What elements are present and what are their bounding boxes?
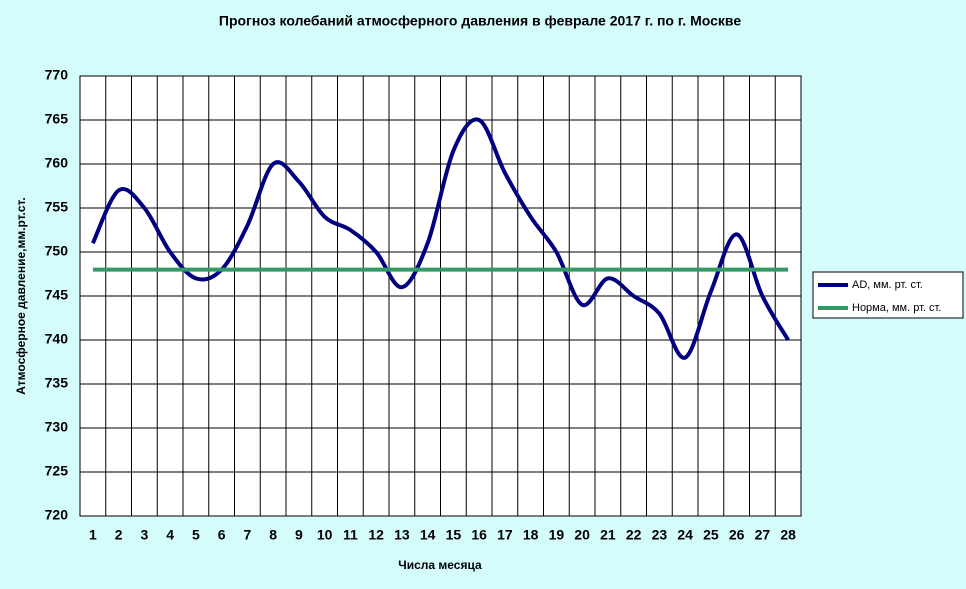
x-tick-label: 15 bbox=[446, 527, 462, 543]
x-tick-label: 13 bbox=[394, 527, 410, 543]
x-tick-label: 8 bbox=[269, 527, 277, 543]
x-tick-label: 24 bbox=[677, 527, 693, 543]
y-tick-label: 770 bbox=[45, 67, 69, 83]
y-axis-label: Атмосферное давление,мм.рт.ст. bbox=[14, 197, 28, 394]
x-tick-label: 14 bbox=[420, 527, 436, 543]
x-tick-label: 25 bbox=[703, 527, 719, 543]
x-tick-label: 22 bbox=[626, 527, 642, 543]
x-tick-label: 18 bbox=[523, 527, 539, 543]
x-tick-label: 26 bbox=[729, 527, 745, 543]
x-tick-label: 23 bbox=[652, 527, 668, 543]
x-tick-label: 6 bbox=[218, 527, 226, 543]
x-tick-label: 19 bbox=[549, 527, 565, 543]
x-tick-label: 4 bbox=[166, 527, 174, 543]
y-tick-label: 740 bbox=[45, 331, 69, 347]
x-tick-label: 3 bbox=[140, 527, 148, 543]
x-tick-label: 10 bbox=[317, 527, 333, 543]
x-tick-label: 5 bbox=[192, 527, 200, 543]
y-tick-label: 730 bbox=[45, 419, 69, 435]
legend bbox=[812, 271, 964, 319]
x-tick-label: 7 bbox=[243, 527, 251, 543]
x-tick-label: 11 bbox=[343, 527, 358, 543]
x-tick-label: 21 bbox=[600, 527, 616, 543]
x-tick-label: 27 bbox=[755, 527, 771, 543]
x-tick-label: 12 bbox=[368, 527, 384, 543]
x-axis-label: Числа месяца bbox=[398, 558, 482, 572]
series-line bbox=[91, 117, 790, 360]
chart-title: Прогноз колебаний атмосферного давления … bbox=[219, 13, 741, 29]
x-tick-label: 20 bbox=[574, 527, 590, 543]
x-tick-label: 16 bbox=[471, 527, 487, 543]
x-tick-label: 17 bbox=[497, 527, 513, 543]
y-tick-label: 735 bbox=[45, 375, 69, 391]
legend-label: AD, мм. рт. ст. bbox=[852, 279, 923, 291]
y-tick-label: 755 bbox=[45, 199, 69, 215]
x-tick-label: 28 bbox=[780, 527, 796, 543]
y-tick-label: 750 bbox=[45, 243, 69, 259]
y-tick-label: 765 bbox=[45, 111, 69, 127]
y-tick-label: 745 bbox=[45, 287, 69, 303]
y-tick-label: 720 bbox=[45, 507, 69, 523]
y-tick-label: 725 bbox=[45, 463, 69, 479]
x-tick-label: 1 bbox=[89, 527, 97, 543]
legend-label: Норма, мм. рт. ст. bbox=[852, 302, 941, 314]
x-tick-label: 9 bbox=[295, 527, 303, 543]
x-tick-label: 2 bbox=[115, 527, 123, 543]
y-tick-label: 760 bbox=[45, 155, 69, 171]
